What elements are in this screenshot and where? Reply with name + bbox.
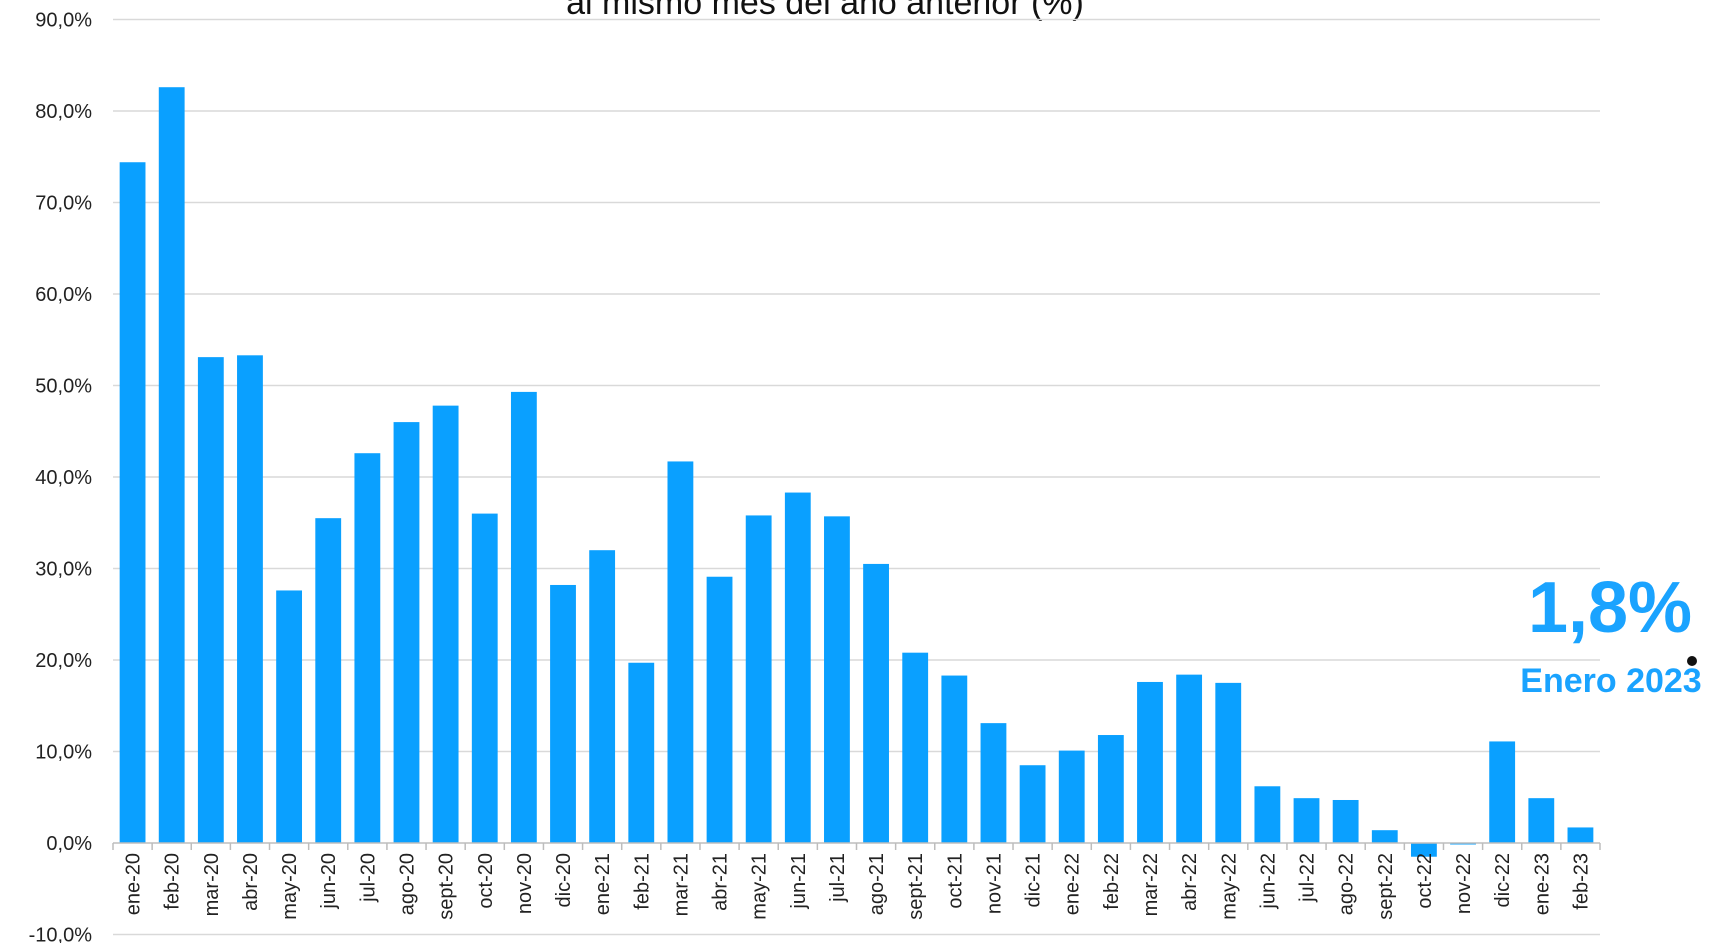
- y-tick-label: 50,0%: [35, 376, 92, 398]
- y-tick-label: -10,0%: [29, 925, 93, 943]
- x-tick-label: may-22: [1218, 853, 1240, 920]
- bar: [158, 87, 185, 843]
- bar: [941, 675, 968, 843]
- x-tick-label: nov-21: [983, 853, 1005, 914]
- bar: [863, 563, 889, 843]
- x-tick-label: dic-20: [553, 853, 575, 907]
- x-tick-label: jun-21: [788, 853, 810, 910]
- x-tick-label: abr-21: [710, 853, 732, 911]
- x-tick-label: jul-21: [827, 853, 849, 903]
- bar: [745, 515, 772, 843]
- bar: [667, 461, 694, 843]
- bar: [1137, 681, 1163, 843]
- bar: [550, 584, 576, 843]
- y-tick-label: 0,0%: [46, 833, 92, 855]
- annotation-value: 1,8%: [1528, 568, 1692, 648]
- y-tick-label: 30,0%: [35, 559, 92, 581]
- y-tick-label: 60,0%: [35, 284, 92, 306]
- x-tick-label: dic-22: [1492, 853, 1514, 907]
- bar: [1567, 827, 1594, 843]
- x-tick-label: ago-20: [396, 853, 418, 915]
- bar: [1058, 750, 1085, 843]
- bar: [902, 652, 929, 843]
- x-tick-label: mar-21: [670, 853, 692, 916]
- bar: [784, 492, 811, 843]
- x-tick-label: ago-21: [866, 853, 888, 915]
- y-tick-label: 20,0%: [35, 650, 92, 672]
- x-tick-label: feb-22: [1101, 853, 1123, 910]
- bar: [1528, 798, 1555, 843]
- bar: [393, 422, 420, 843]
- bar: [824, 516, 850, 843]
- x-tick-label: nov-20: [514, 853, 536, 914]
- x-axis-ticks: ene-20 feb-20 mar-20 abr-20 may-20 jun-20 jul-…: [112, 843, 1601, 920]
- x-tick-label: oct-20: [475, 853, 497, 909]
- x-tick-label: nov-22: [1453, 853, 1475, 914]
- bar: [589, 550, 616, 843]
- bar: [119, 162, 146, 844]
- annotation-date: Enero 2023: [1520, 662, 1701, 700]
- x-tick-label: feb-20: [162, 853, 184, 910]
- bar: [471, 513, 498, 843]
- x-tick-label: abr-22: [1179, 853, 1201, 911]
- x-tick-label: may-20: [279, 853, 301, 920]
- y-tick-label: 70,0%: [35, 193, 92, 215]
- y-tick-label: 40,0%: [35, 467, 92, 489]
- bar: [1293, 798, 1320, 843]
- y-tick-label: 10,0%: [35, 742, 92, 764]
- bar: [1489, 741, 1516, 843]
- x-tick-label: ene-20: [123, 853, 145, 915]
- bar: [354, 453, 381, 843]
- x-tick-label: oct-22: [1414, 853, 1436, 909]
- x-tick-label: feb-21: [631, 853, 653, 910]
- bar: [315, 518, 342, 843]
- x-tick-label: jul-22: [1297, 853, 1319, 903]
- x-tick-label: mar-22: [1140, 853, 1162, 916]
- bar: [197, 357, 224, 843]
- x-tick-label: ago-22: [1336, 853, 1358, 915]
- bar: [1410, 843, 1437, 857]
- x-tick-label: dic-21: [1023, 853, 1045, 907]
- bar: [980, 723, 1007, 843]
- bar: [510, 391, 537, 843]
- x-tick-label: mar-20: [201, 853, 223, 916]
- x-tick-label: ene-23: [1531, 853, 1553, 915]
- bar: [1332, 799, 1359, 843]
- x-tick-label: abr-20: [240, 853, 262, 911]
- bar: [1215, 682, 1242, 843]
- x-tick-label: jul-20: [357, 853, 379, 903]
- bar: [1176, 674, 1203, 843]
- x-tick-label: sept-21: [905, 853, 927, 920]
- bar: [706, 576, 733, 843]
- bar: [1019, 765, 1046, 843]
- x-tick-label: sept-20: [436, 853, 458, 920]
- x-tick-label: oct-21: [944, 853, 966, 909]
- bar: [1254, 786, 1281, 843]
- bar: [237, 355, 263, 843]
- bars: [119, 87, 1594, 857]
- x-tick-label: sept-22: [1375, 853, 1397, 920]
- chart-title: al mismo mes del año anterior (%): [566, 0, 1084, 22]
- x-tick-label: jun-20: [318, 853, 340, 910]
- x-tick-label: ene-21: [592, 853, 614, 915]
- bar: [1371, 830, 1398, 843]
- x-tick-label: ene-22: [1062, 853, 1084, 915]
- bar: [628, 662, 655, 843]
- y-tick-label: 80,0%: [35, 101, 92, 123]
- y-axis-ticks: 90,0% 80,0% 70,0% 60,0% 50,0% 40,0% 30,0% 20,0%…: [29, 10, 93, 943]
- y-tick-label: 90,0%: [35, 10, 92, 32]
- bar: [1097, 735, 1124, 843]
- x-tick-label: feb-23: [1570, 853, 1592, 910]
- x-tick-label: may-21: [749, 853, 771, 920]
- x-tick-label: jun-22: [1257, 853, 1279, 910]
- bar: [276, 590, 303, 843]
- annotation-dot: [1687, 656, 1697, 666]
- bar: [432, 405, 459, 843]
